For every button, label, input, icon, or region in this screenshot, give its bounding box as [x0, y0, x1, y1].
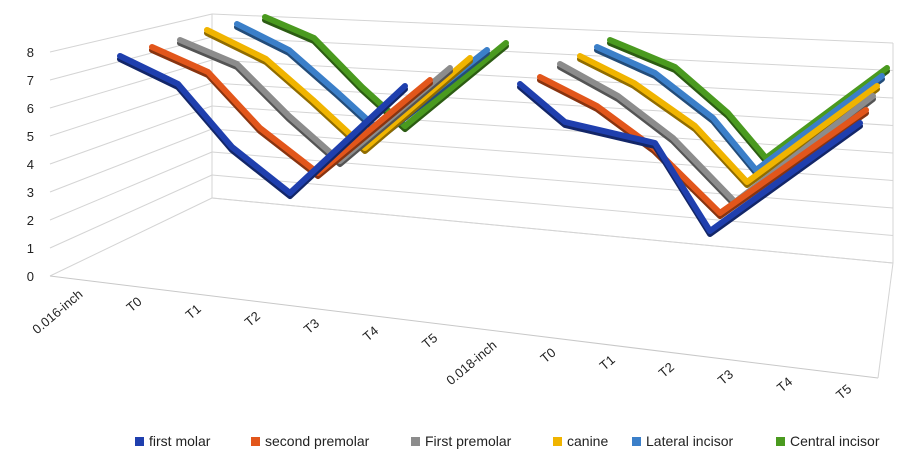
x-tick-label: T5 [833, 381, 854, 402]
gridline [211, 36, 894, 71]
legend-item: Central incisor [776, 433, 880, 449]
gridline [49, 197, 213, 277]
gridline [211, 82, 894, 126]
x-tick-label: T0 [537, 345, 558, 366]
series-line [607, 37, 890, 161]
series-line [577, 53, 880, 185]
gridline [49, 174, 213, 249]
x-tick-label: T5 [419, 330, 440, 351]
series-line [262, 14, 509, 129]
x-tick-label: T1 [597, 352, 618, 373]
gridline [211, 174, 894, 236]
x-tick-label: 0.016-inch [29, 286, 85, 337]
legend-swatch [553, 437, 562, 446]
floor-right-edge [877, 262, 894, 379]
gridline [211, 59, 894, 99]
legend-item: Lateral incisor [632, 433, 733, 449]
legend-label: second premolar [265, 433, 370, 449]
y-tick-label: 3 [27, 185, 34, 200]
y-tick-label: 7 [27, 73, 34, 88]
legend-label: Lateral incisor [646, 433, 733, 449]
x-tick-label: T3 [715, 367, 736, 388]
series-lines [117, 14, 890, 237]
series-line [117, 53, 408, 196]
legend-swatch [776, 437, 785, 446]
y-tick-label: 6 [27, 101, 34, 116]
legend-item: First premolar [411, 433, 512, 449]
y-tick-label: 8 [27, 45, 34, 60]
gridline [49, 128, 213, 193]
legend-label: Central incisor [790, 433, 880, 449]
gridline [49, 151, 213, 221]
x-tick-label: T1 [183, 301, 204, 322]
gridlines [49, 13, 894, 379]
series-second-premolar [149, 44, 869, 219]
y-tick-label: 2 [27, 213, 34, 228]
legend-label: canine [567, 433, 608, 449]
y-axis: 0 1 2 3 4 5 6 7 8 [27, 45, 34, 284]
series-central-incisor [262, 14, 890, 164]
x-tick-label: T3 [301, 316, 322, 337]
x-tick-label: T0 [123, 294, 144, 315]
legend-item: first molar [135, 433, 211, 449]
x-tick-label: 0.018-inch [443, 337, 499, 388]
x-tick-label: T4 [360, 323, 381, 344]
legend-item: canine [553, 433, 608, 449]
y-tick-label: 4 [27, 157, 34, 172]
legend-label: First premolar [425, 433, 512, 449]
x-tick-label: T2 [242, 308, 263, 329]
floor-back-edge [211, 197, 894, 264]
series-line [204, 27, 473, 151]
series-first-molar [117, 53, 863, 237]
legend-label: first molar [149, 433, 211, 449]
x-axis: 0.016-inch T0 T1 T2 T3 T4 T5 0.018-inch T0 T1 T2 T3… [29, 286, 854, 402]
series-line [517, 81, 863, 234]
gridline [211, 13, 894, 44]
legend: first molar second premolar First premolar… [135, 433, 880, 449]
y-tick-label: 0 [27, 269, 34, 284]
x-tick-label: T2 [656, 359, 677, 380]
gridline [49, 105, 213, 165]
y-tick-label: 1 [27, 241, 34, 256]
series-line [149, 44, 433, 176]
y-tick-label: 5 [27, 129, 34, 144]
gridline [49, 13, 213, 53]
legend-swatch [251, 437, 260, 446]
legend-swatch [632, 437, 641, 446]
series-canine [204, 27, 880, 188]
legend-swatch [411, 437, 420, 446]
x-tick-label: T4 [774, 374, 795, 395]
floor-front-edge [49, 275, 879, 379]
legend-swatch [135, 437, 144, 446]
legend-item: second premolar [251, 433, 370, 449]
series-line [594, 44, 885, 173]
